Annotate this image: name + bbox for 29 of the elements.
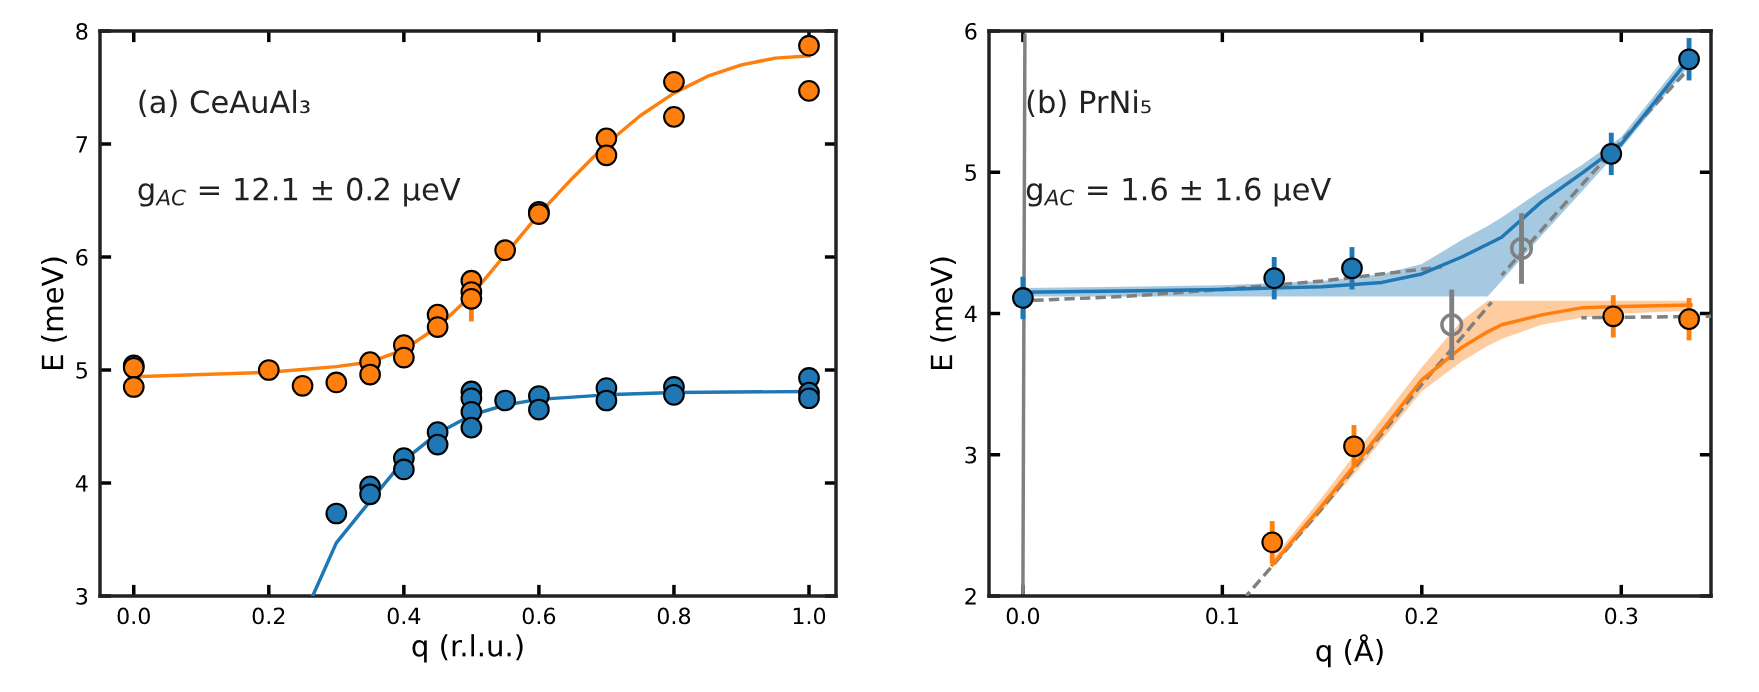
y-tick-label: 8 — [76, 22, 88, 40]
x-tick-label: 0.1 — [1206, 607, 1238, 625]
y-tick-label: 5 — [965, 164, 976, 182]
x-tick-label: 0.2 — [1405, 607, 1438, 625]
y-axis-title: E (meV) — [41, 257, 67, 370]
y-tick-label: 5 — [76, 362, 87, 379]
x-tick-label: 0.2 — [252, 607, 285, 625]
y-tick-label: 7 — [76, 136, 87, 153]
x-tick-label: 0.8 — [657, 607, 691, 625]
x-tick-label: 0.3 — [1605, 607, 1638, 625]
x-tick-label: 0.6 — [522, 607, 556, 625]
y-tick-label: 3 — [965, 446, 977, 464]
x-tick-label: 0.4 — [387, 607, 421, 625]
y-tick-label: 6 — [965, 22, 977, 40]
y-axis-title: E (meV) — [930, 257, 956, 370]
x-tick-label: 0.0 — [117, 607, 150, 625]
annotation: (b) PrNi₅ — [1027, 89, 1151, 117]
y-tick-label: 4 — [964, 305, 977, 322]
y-tick-label: 4 — [75, 475, 88, 492]
x-tick-label: 1.0 — [793, 607, 826, 625]
y-tick-label: 6 — [76, 248, 88, 266]
annotation: g$_{AC}$ = 1.6 ± 1.6 μeV — [1026, 177, 1332, 207]
annotation: g$_{AC}$ = 12.1 ± 0.2 μeV — [138, 177, 461, 207]
x-axis-title: q (Å) — [1316, 634, 1383, 668]
x-axis-title: q (r.l.u.) — [412, 634, 523, 663]
annotation: (a) CeAuAl₃ — [139, 89, 310, 117]
y-tick-label: 2 — [965, 587, 976, 605]
y-tick-label: 3 — [76, 587, 88, 605]
x-tick-label: 0.0 — [1006, 607, 1040, 625]
